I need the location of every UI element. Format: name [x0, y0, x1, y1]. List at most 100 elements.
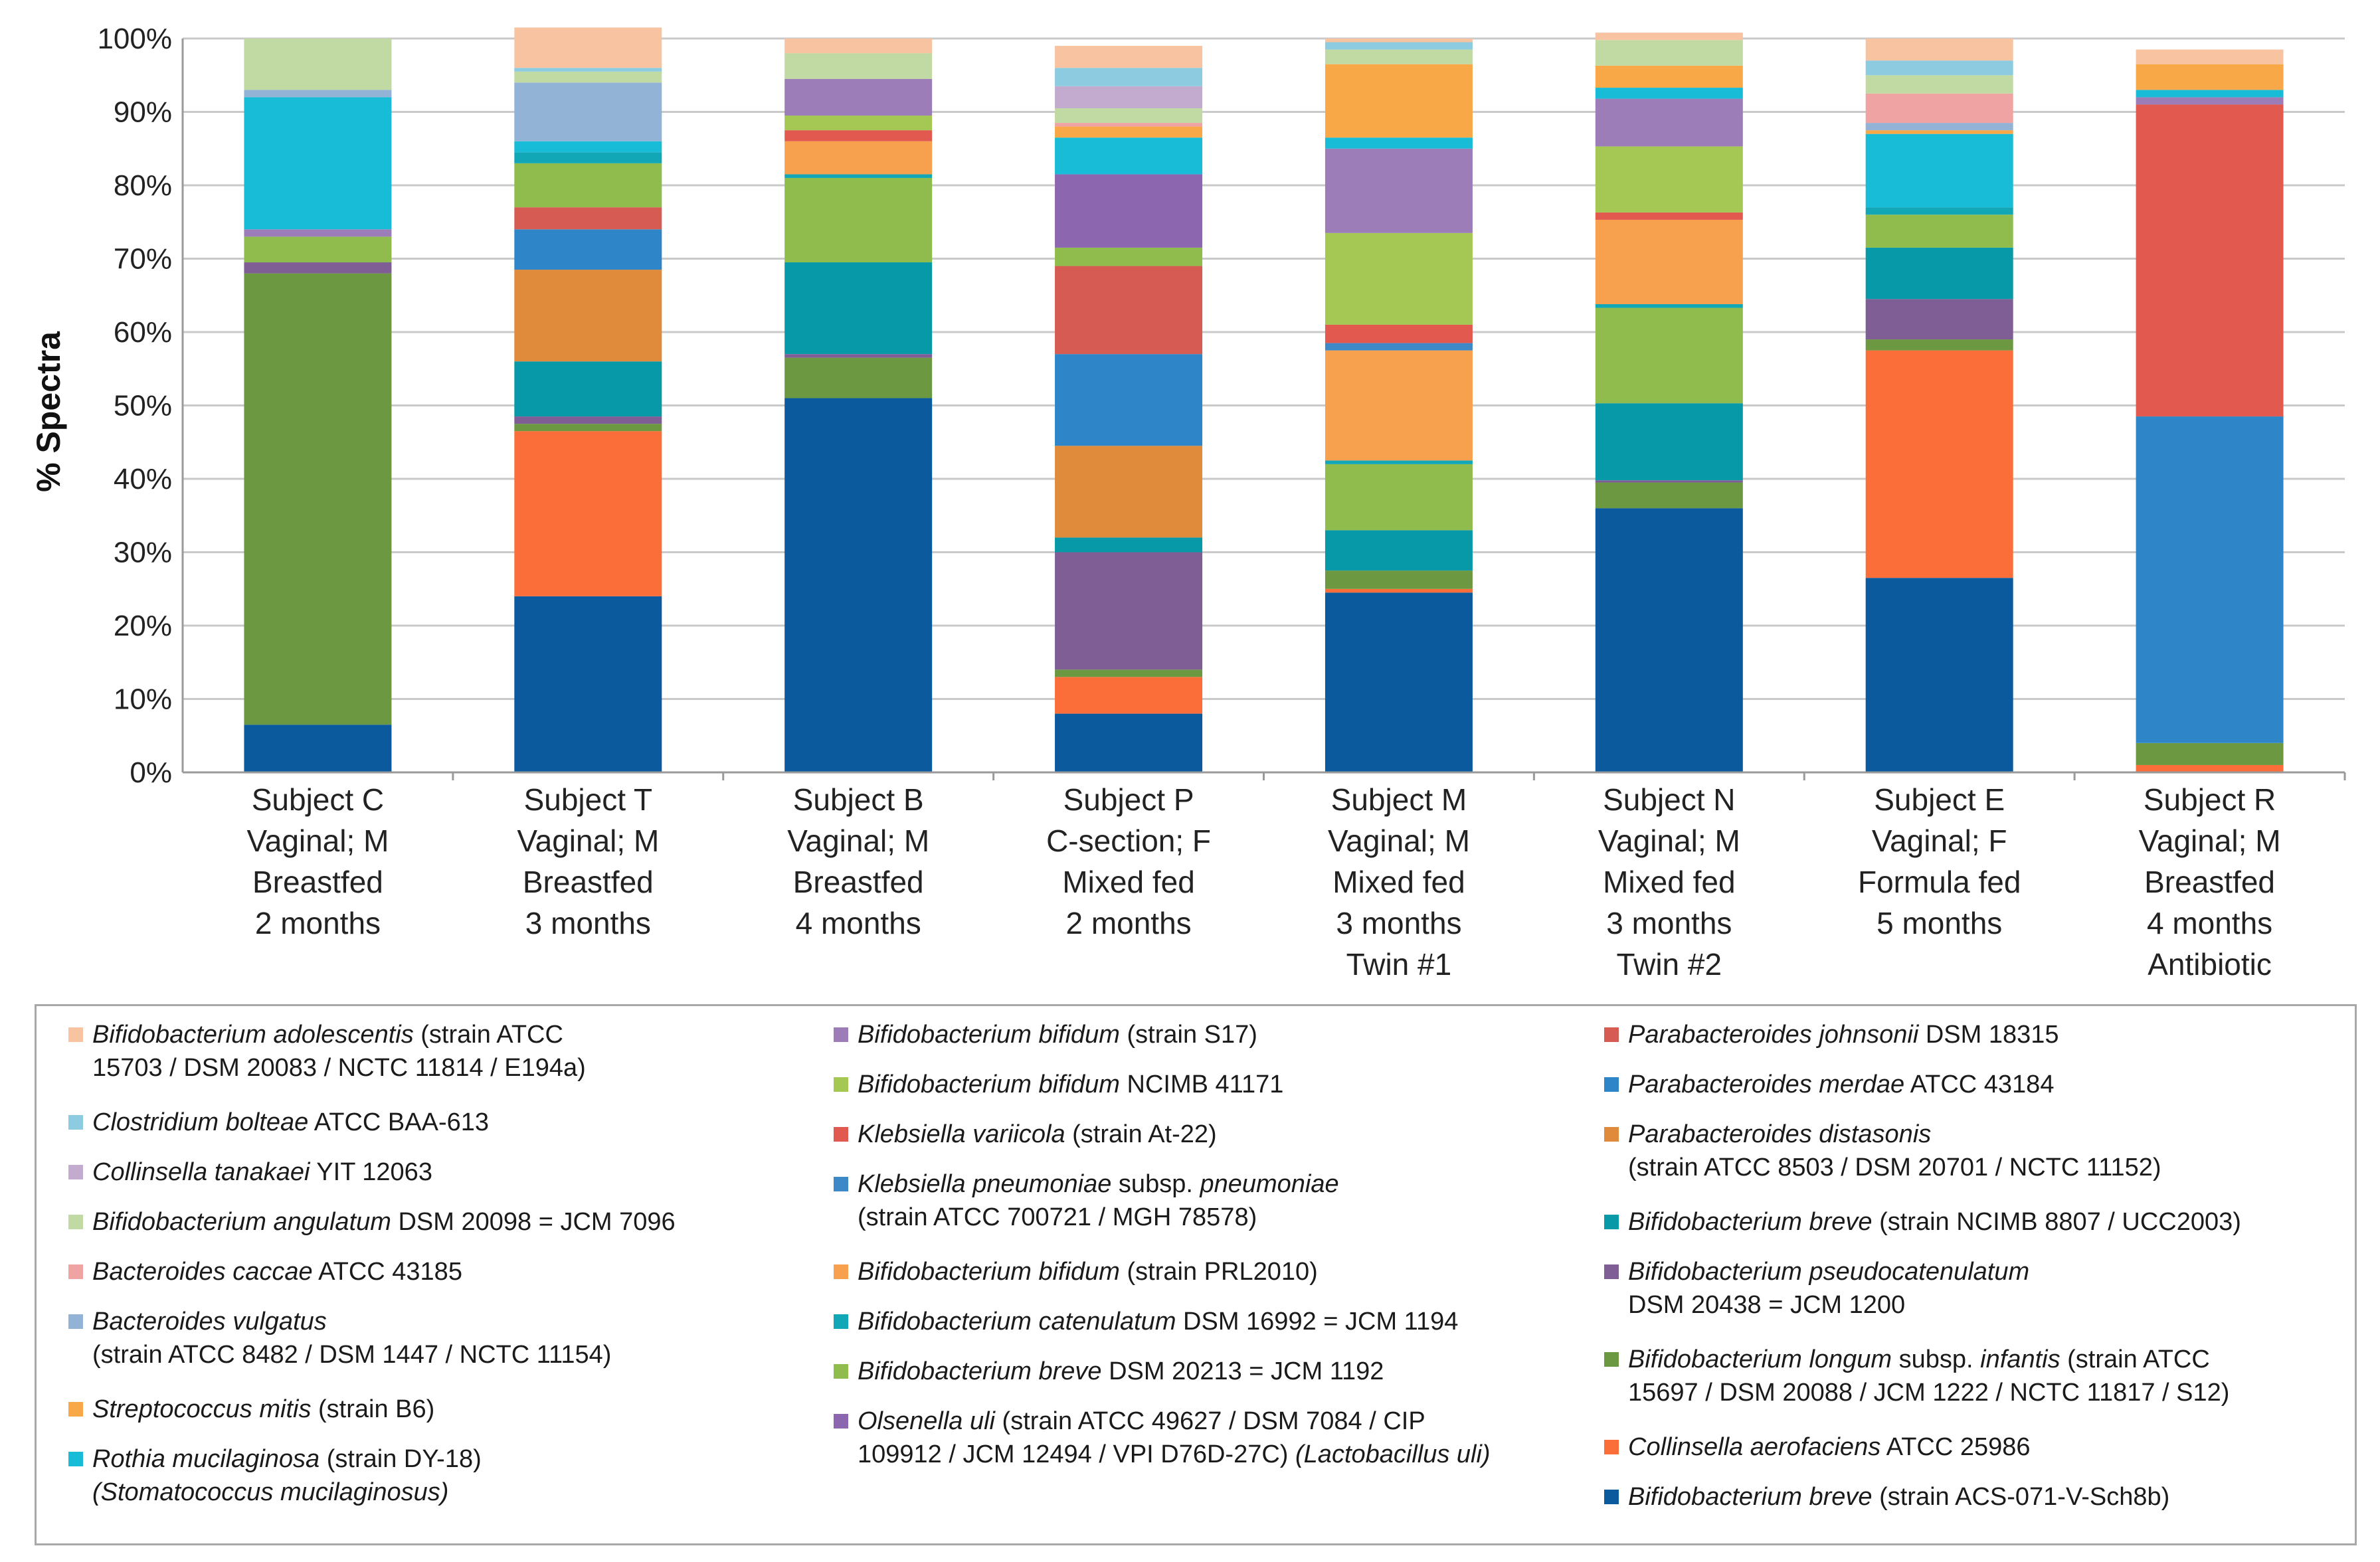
- bar-segment-b_breve_dsm: [514, 163, 662, 208]
- bar-segment-bl_infantis: [1325, 570, 1473, 589]
- legend-label: Olsenella uli (strain ATCC 49627 / DSM 7…: [858, 1407, 1491, 1468]
- legend: Bifidobacterium adolescentis (strain ATC…: [35, 1004, 2357, 1545]
- bar-segment-b_breve_dsm: [244, 236, 392, 263]
- bar-segment-b_angulatum: [1325, 49, 1473, 64]
- y-tick-label: 10%: [114, 683, 172, 716]
- bar-segment-b_adolescentis: [1595, 33, 1743, 41]
- legend-label: Parabacteroides johnsonii DSM 18315: [1628, 1021, 2059, 1049]
- legend-label: Parabacteroides merdae ATCC 43184: [1628, 1071, 2055, 1098]
- legend-swatch: [1604, 1264, 1619, 1279]
- bar-segment-b_adolescentis: [1325, 39, 1473, 43]
- bar-segment-b_pseudocat: [1055, 552, 1203, 670]
- x-category-label: Vaginal; M: [1598, 824, 1740, 858]
- bar-segment-bl_infantis: [784, 357, 933, 398]
- bar-segment-b_bif_prl: [1325, 350, 1473, 461]
- y-tick-label: 50%: [114, 390, 172, 422]
- x-category-label: Vaginal; F: [1872, 824, 2007, 858]
- bar-segment-coll_aero: [2136, 764, 2284, 772]
- bar-segment-b_caccae: [1055, 123, 1203, 127]
- legend-swatch: [68, 1402, 83, 1417]
- bar-segment-b_bif_s17: [1595, 98, 1743, 147]
- legend-swatch: [68, 1314, 83, 1329]
- legend-swatch: [1604, 1490, 1619, 1504]
- bar-segment-rothia: [514, 141, 662, 153]
- bar-segment-bb_ncimb: [514, 361, 662, 417]
- bar-segment-bl_infantis: [1055, 669, 1203, 677]
- legend-swatch: [68, 1215, 83, 1229]
- legend-label: Bifidobacterium bifidum (strain PRL2010): [858, 1258, 1318, 1286]
- bar-segment-strep_mitis: [1055, 126, 1203, 138]
- y-tick-label: 70%: [114, 243, 172, 276]
- x-category-label: Subject C: [252, 782, 384, 817]
- bar-segment-b_bif_ncimb: [1595, 146, 1743, 213]
- legend-label: Collinsella tanakaei YIT 12063: [92, 1158, 432, 1186]
- bar-segment-bb_acs: [514, 596, 662, 772]
- x-category-label: Subject N: [1603, 782, 1735, 817]
- legend-label: Streptococcus mitis (strain B6): [92, 1395, 435, 1423]
- x-category-label: Subject E: [1874, 782, 2005, 817]
- x-category-label: Breastfed: [252, 865, 383, 899]
- bar-segment-bb_ncimb: [1595, 403, 1743, 481]
- bar-segment-bb_ncimb: [1325, 530, 1473, 571]
- bar-segment-b_adolescentis: [2136, 49, 2284, 64]
- x-category-label: Vaginal; M: [246, 824, 389, 858]
- x-category-label: Antibiotic: [2148, 947, 2272, 982]
- legend-label: Bacteroides vulgatus (strain ATCC 8482 / …: [92, 1308, 612, 1369]
- legend-swatch: [1604, 1440, 1619, 1454]
- bar-segment-b_angulatum: [1055, 108, 1203, 124]
- x-category-label: Twin #1: [1346, 947, 1452, 982]
- bar-segment-b_pseudocat: [784, 354, 933, 358]
- bar-segment-b_pseudocat: [1865, 299, 2013, 340]
- bar-segment-p_merdae: [514, 229, 662, 270]
- legend-swatch: [68, 1264, 83, 1279]
- bar-segment-bb_acs: [1595, 508, 1743, 772]
- x-category-label: Breastfed: [793, 865, 924, 899]
- bar-segment-b_angulatum: [244, 39, 392, 90]
- bar-segment-b_adolescentis: [514, 27, 662, 68]
- x-category-label: 2 months: [255, 906, 381, 940]
- bar-segment-b_vulgatus: [514, 82, 662, 141]
- bar-segment-b_bif_s17: [1325, 148, 1473, 233]
- x-category-label: Mixed fed: [1062, 865, 1194, 899]
- bar-segment-b_catenulatum: [1865, 207, 2013, 215]
- y-tick-label: 100%: [97, 23, 172, 55]
- bar-segment-strep_mitis: [2136, 64, 2284, 90]
- legend-label: Bifidobacterium adolescentis (strain ATC…: [92, 1021, 586, 1082]
- y-tick-label: 30%: [114, 537, 172, 569]
- x-category-label: Mixed fed: [1603, 865, 1735, 899]
- x-category-label: 4 months: [796, 906, 921, 940]
- legend-swatch: [68, 1165, 83, 1179]
- legend-label: Bacteroides caccae ATCC 43185: [92, 1258, 462, 1286]
- y-tick-label: 40%: [114, 463, 172, 495]
- legend-label: Rothia mucilaginosa (strain DY-18) (Stoma…: [92, 1445, 482, 1506]
- legend-swatch: [68, 1027, 83, 1042]
- bar-segment-olsenella: [1055, 174, 1203, 248]
- bar-segment-b_adolescentis: [1055, 46, 1203, 68]
- bar-segment-bb_ncimb: [784, 262, 933, 355]
- legend-swatch: [1604, 1027, 1619, 1042]
- bar-segment-strep_mitis: [1595, 65, 1743, 88]
- x-category-label: Subject M: [1331, 782, 1467, 817]
- legend-label: Bifidobacterium breve DSM 20213 = JCM 11…: [858, 1357, 1384, 1385]
- bar-segment-clostridium: [1055, 68, 1203, 86]
- bar-segment-b_breve_dsm: [1055, 247, 1203, 266]
- legend-label: Bifidobacterium angulatum DSM 20098 = JC…: [92, 1208, 676, 1236]
- bar-segment-clostridium: [1325, 42, 1473, 50]
- bar-segment-rothia: [1055, 137, 1203, 175]
- bar-segment-bb_acs: [244, 725, 392, 772]
- bar-segment-b_vulgatus: [244, 90, 392, 98]
- x-category-label: 5 months: [1877, 906, 2002, 940]
- legend-swatch: [834, 1314, 848, 1329]
- x-category-label: Breastfed: [523, 865, 654, 899]
- x-category-label: Breastfed: [2144, 865, 2275, 899]
- bar-segment-b_vulgatus: [1865, 123, 2013, 131]
- x-category-label: Vaginal; M: [787, 824, 929, 858]
- bar-segment-b_adolescentis: [1865, 39, 2013, 61]
- bar-segment-b_catenulatum: [784, 174, 933, 178]
- bar-segment-b_angulatum: [1595, 40, 1743, 66]
- bar-segment-bb_acs: [1865, 578, 2013, 772]
- legend-label: Parabacteroides distasonis (strain ATCC 8…: [1628, 1120, 2161, 1181]
- x-category-label: 3 months: [525, 906, 651, 940]
- stacked-bar-chart: 0% 10% 20% 30% 40% 50% 60% 70% 80% 90% 100% Subject…: [30, 23, 2346, 982]
- bar-segment-k_variicola: [1595, 212, 1743, 220]
